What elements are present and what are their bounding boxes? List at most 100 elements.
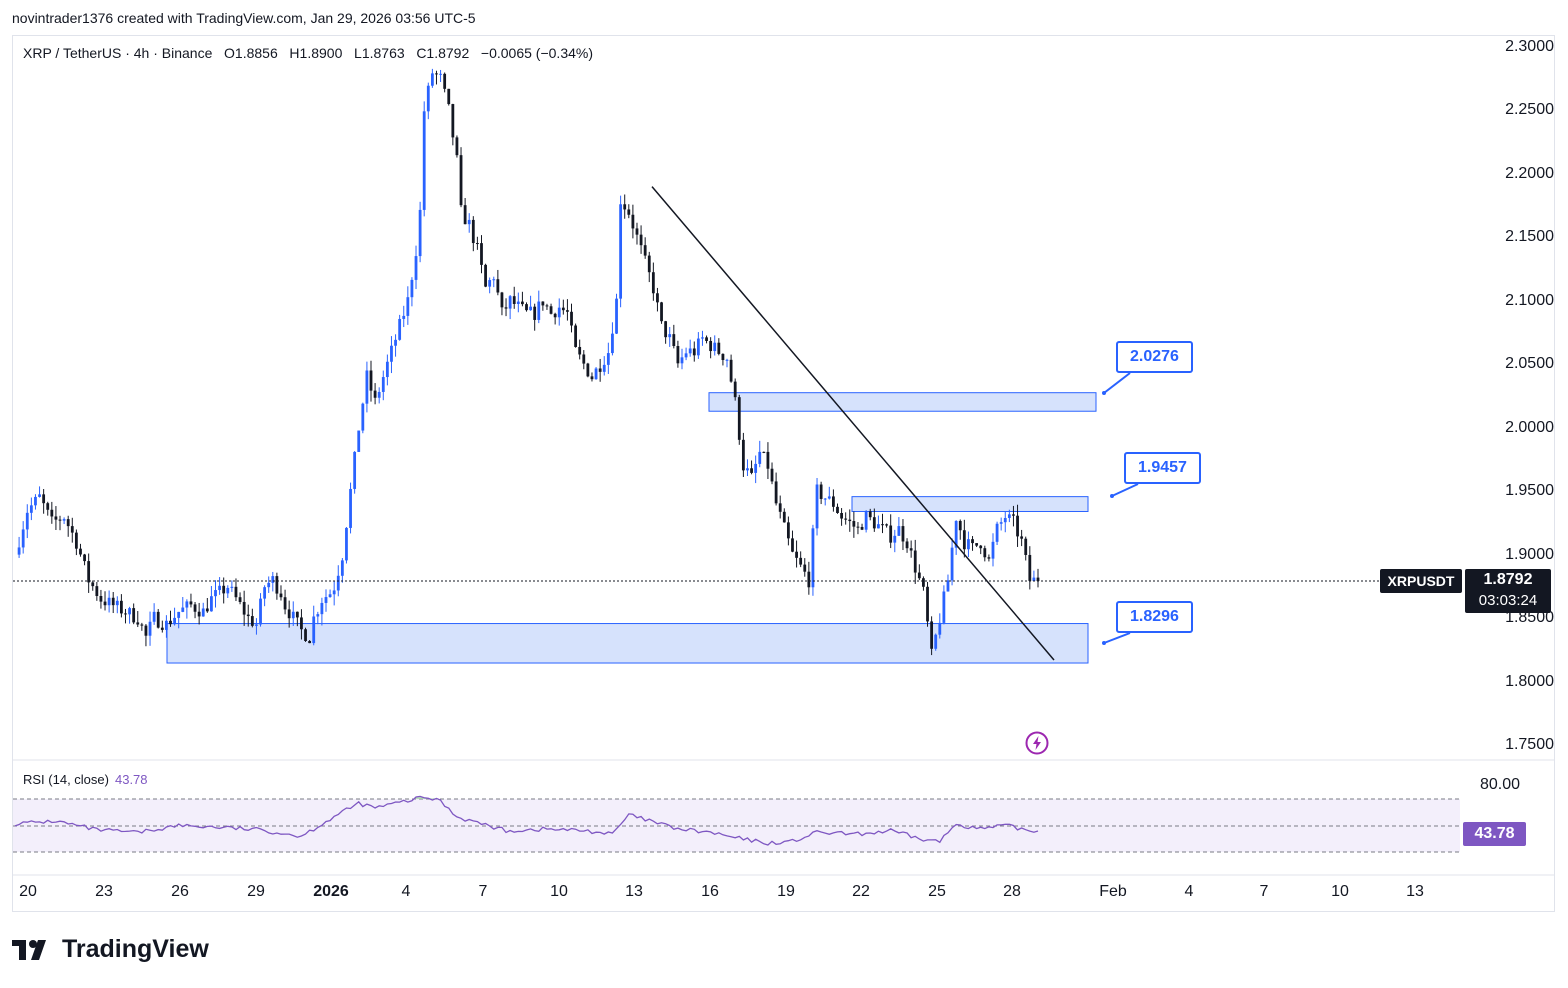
candle-body — [827, 496, 831, 499]
candle-body — [496, 279, 500, 293]
candle-body — [975, 543, 979, 546]
candle-body — [267, 582, 271, 588]
candle-body — [418, 209, 422, 257]
candle-body — [455, 137, 459, 156]
candle-body — [430, 73, 434, 86]
price-tick-label: 1.8500 — [1505, 609, 1554, 627]
time-tick-label: 10 — [550, 883, 568, 900]
candle-body — [414, 256, 418, 280]
candle-body — [979, 545, 983, 549]
callout-anchor — [1102, 641, 1106, 645]
candle-body — [905, 541, 909, 549]
price-callout[interactable]: 1.9457 — [1124, 452, 1201, 484]
candle-body — [1020, 536, 1024, 539]
candle-body — [1032, 577, 1036, 581]
candle-body — [754, 463, 758, 473]
candle-body — [422, 111, 426, 210]
time-tick-label: 16 — [701, 883, 719, 900]
candle-body — [373, 390, 377, 398]
candle-body — [316, 614, 320, 617]
chart-credit: novintrader1376 created with TradingView… — [12, 10, 476, 26]
candle-body — [770, 468, 774, 482]
last-price-badge: 1.8792 03:03:24 — [1465, 569, 1551, 613]
rsi-line — [14, 795, 1039, 846]
candle-body — [651, 272, 655, 294]
candle-body — [283, 597, 287, 610]
candle-body — [136, 622, 140, 625]
candle-body — [54, 516, 58, 520]
candle-body — [606, 353, 610, 365]
candle-body — [856, 526, 860, 528]
legend-close: C1.8792 — [416, 45, 470, 61]
rsi-legend-value: 43.78 — [114, 772, 148, 787]
candle-body — [811, 528, 815, 588]
candle-body — [868, 511, 872, 518]
candle-body — [729, 359, 733, 382]
candle-body — [570, 311, 573, 326]
candle-body — [365, 370, 369, 404]
candle-body — [226, 587, 230, 594]
candle-body — [668, 334, 672, 338]
candle-body — [525, 304, 528, 311]
time-tick-label: 29 — [247, 883, 265, 900]
candle-body — [999, 522, 1003, 524]
candle-body — [983, 548, 987, 558]
time-tick-label: 26 — [171, 883, 189, 900]
candle-body — [475, 243, 479, 245]
candle-body — [242, 601, 246, 615]
trendline-line — [651, 186, 1055, 661]
candle-body — [529, 306, 532, 311]
candle-body — [25, 512, 29, 530]
time-tick-label: 4 — [1184, 883, 1194, 900]
candle-body — [169, 620, 172, 625]
candle-body — [586, 363, 590, 377]
candle-body — [639, 234, 643, 246]
candle-body — [901, 526, 905, 542]
rsi-indicator — [13, 795, 1460, 853]
chart-frame — [12, 35, 1555, 912]
time-tick-label: 20 — [19, 883, 37, 900]
candle-body — [991, 541, 995, 559]
candle-body — [766, 451, 770, 469]
candle-body — [300, 617, 303, 630]
candle-body — [308, 641, 312, 644]
candle-body — [889, 525, 893, 543]
candle-body — [1016, 515, 1019, 537]
candle-body — [185, 601, 189, 608]
candle-body — [717, 342, 721, 354]
candle-body — [946, 580, 950, 592]
candle-body — [447, 88, 451, 105]
candle-body — [537, 301, 541, 320]
rsi-legend[interactable]: RSI (14, close) 43.78 — [23, 772, 148, 787]
candle-body — [954, 520, 958, 548]
candle-body — [615, 298, 618, 334]
candle-body — [201, 608, 205, 617]
time-tick-label: 22 — [852, 883, 870, 900]
candle-body — [87, 561, 91, 583]
candle-body — [872, 517, 876, 529]
callout-leader — [1103, 632, 1131, 644]
price-callout[interactable]: 1.8296 — [1116, 601, 1193, 633]
candle-body — [533, 306, 537, 320]
candle-body — [107, 597, 111, 606]
flash-alert-icon[interactable] — [1025, 731, 1049, 755]
candle-body — [79, 548, 82, 555]
symbol-legend[interactable]: XRP / TetherUS · 4h · Binance O1.8856 H1… — [23, 45, 593, 61]
candle-body — [643, 245, 647, 256]
candle-body — [627, 209, 631, 215]
tradingview-wordmark: TradingView — [62, 935, 209, 963]
candle-body — [541, 301, 545, 306]
candle-body — [962, 530, 966, 550]
trendline[interactable] — [651, 186, 1055, 661]
candle-body — [218, 585, 221, 591]
price-callout[interactable]: 2.0276 — [1116, 341, 1193, 373]
last-price-value: 1.8792 — [1483, 571, 1533, 588]
time-tick-label: 19 — [777, 883, 795, 900]
time-tick-label: 7 — [478, 883, 488, 900]
candle-body — [324, 597, 328, 603]
tradingview-brand[interactable]: TradingView — [12, 935, 209, 964]
candle-body — [656, 293, 659, 303]
time-tick-label: Feb — [1099, 883, 1127, 900]
candle-body — [205, 608, 209, 612]
